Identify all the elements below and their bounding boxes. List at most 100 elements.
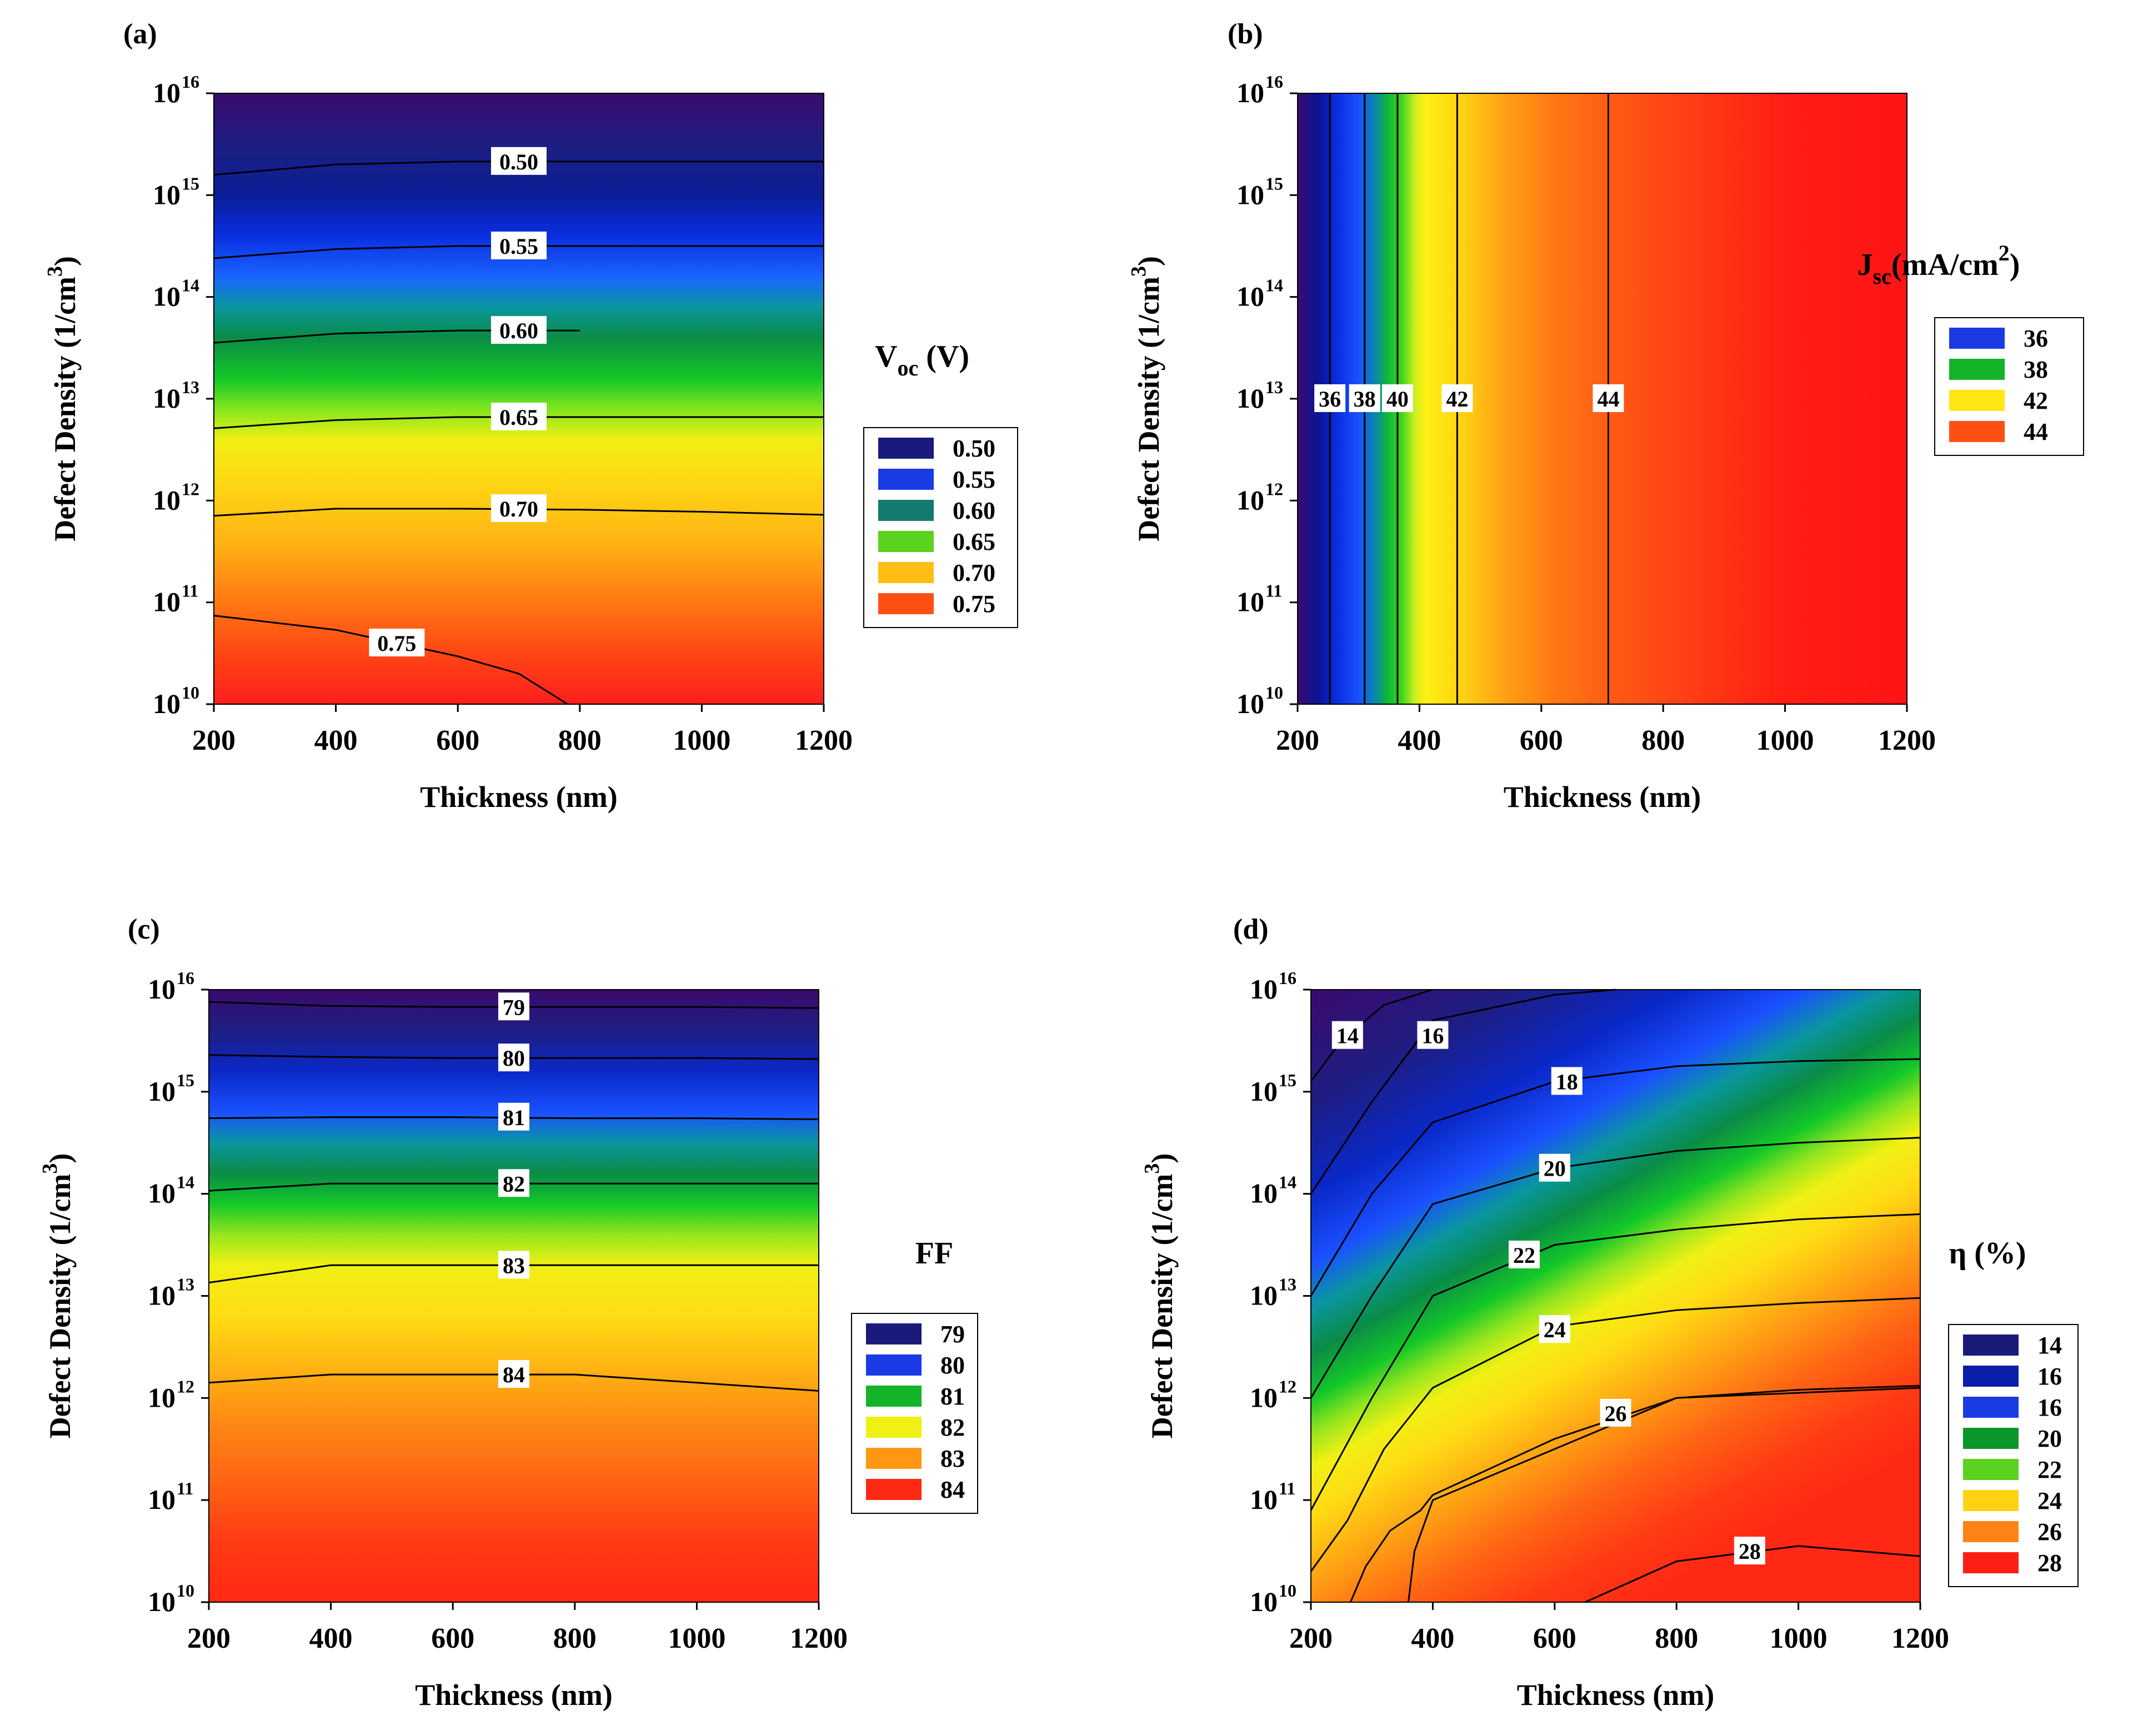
y-tick-exponent: 10 <box>177 1581 194 1600</box>
contour-label: 0.60 <box>499 318 538 343</box>
y-tick-exponent: 13 <box>177 1275 194 1295</box>
contour-label-box <box>1539 1153 1570 1182</box>
y-tick-label: 10 <box>1250 1076 1278 1107</box>
contour-label-box <box>1600 1398 1631 1427</box>
contour-line-24 <box>1310 1297 1921 1572</box>
y-axis-label: Defect Density (1/cm3) <box>1127 256 1165 541</box>
legend-label: 16 <box>2037 1394 2062 1421</box>
y-tick-label: 10 <box>1250 1280 1278 1311</box>
contour-line-16 <box>1310 989 1616 1195</box>
y-tick-exponent: 13 <box>1279 1275 1296 1295</box>
contour-label: 26 <box>1605 1401 1627 1426</box>
contour-line-22 <box>1310 1213 1921 1511</box>
contour-label: 80 <box>503 1046 525 1071</box>
legend-swatch <box>866 1448 922 1469</box>
y-tick-label: 10 <box>1236 688 1264 719</box>
y-tick-label: 10 <box>1236 281 1264 312</box>
y-tick-exponent: 11 <box>177 1478 193 1498</box>
x-tick-label: 800 <box>1655 1623 1698 1654</box>
y-tick-label: 10 <box>148 974 176 1005</box>
contour-label: 14 <box>1336 1023 1359 1048</box>
panel-b: 36 38 40 42 44 200 400 600 800 1000 1200 Thickness … <box>1127 18 2084 814</box>
x-axis-label: Thickness (nm) <box>415 1678 613 1712</box>
legend-label: 0.60 <box>953 497 995 524</box>
legend: 14 16 16 20 22 24 26 28 <box>1948 1324 2079 1587</box>
legend-swatch <box>878 500 934 521</box>
contour-label-box <box>491 147 547 175</box>
contour-label-box <box>498 1360 529 1388</box>
y-tick-label: 10 <box>1250 974 1278 1005</box>
contour-label: 18 <box>1556 1069 1578 1094</box>
x-tick-label: 600 <box>1533 1623 1576 1654</box>
y-tick-exponent: 14 <box>182 275 199 295</box>
contour-label-box <box>498 1169 529 1197</box>
y-tick-label: 10 <box>153 383 181 414</box>
legend-label: 16 <box>2037 1363 2062 1390</box>
legend-swatch <box>878 438 934 459</box>
contour-label-box <box>369 629 425 656</box>
y-tick-label: 10 <box>1236 77 1264 108</box>
panel-c: 79 80 81 82 83 84 200 400 600 800 1000 1200 Thicknes… <box>38 914 978 1712</box>
x-axis: 200 400 600 800 1000 1200 Thickness (nm) <box>1276 704 1936 814</box>
y-axis-label: Defect Density (1/cm3) <box>43 256 82 541</box>
y-tick-exponent: 14 <box>1265 275 1283 295</box>
x-axis: 200 400 600 800 1000 1200 Thickness (nm) <box>187 1602 848 1712</box>
y-tick-label: 10 <box>1236 586 1264 618</box>
y-tick-exponent: 12 <box>177 1376 194 1396</box>
y-tick-exponent: 16 <box>177 968 194 988</box>
y-tick-exponent: 16 <box>1265 72 1283 92</box>
colorbar-title: FF <box>915 1236 953 1271</box>
x-tick-label: 1200 <box>1878 725 1936 756</box>
y-tick-label: 10 <box>153 77 181 108</box>
legend: 79 80 81 82 83 84 <box>851 1313 978 1514</box>
contour-label-box <box>498 1043 529 1072</box>
contour-label: 16 <box>1421 1023 1444 1048</box>
contour-label: 79 <box>503 995 525 1020</box>
colorbar-title: Voc (V) <box>875 339 969 380</box>
legend-swatch <box>1963 1552 2019 1573</box>
x-tick-label: 800 <box>1641 725 1685 756</box>
contour-label: 38 <box>1354 387 1376 412</box>
contour-line-0.75 <box>213 615 568 705</box>
x-tick-label: 200 <box>1289 1623 1333 1654</box>
colorbar-title: Jsc(mA/cm2) <box>1857 240 2020 289</box>
contour-label: 81 <box>503 1105 525 1130</box>
contour-labels: 14 16 18 20 22 24 26 28 <box>1331 1021 1765 1565</box>
x-tick-label: 200 <box>1276 725 1319 756</box>
contour-label: 44 <box>1597 387 1619 412</box>
y-tick-exponent: 16 <box>182 72 199 92</box>
y-axis-label: Defect Density (1/cm3) <box>1140 1153 1179 1439</box>
contour-label: 42 <box>1446 387 1468 412</box>
legend-swatch <box>878 469 934 490</box>
contour-label-box <box>1551 1067 1583 1095</box>
legend-swatch <box>866 1354 922 1376</box>
legend-swatch <box>1963 1521 2019 1542</box>
contour-label-box <box>491 494 547 522</box>
legend-label: 84 <box>940 1476 965 1503</box>
legend-label: 14 <box>2037 1332 2062 1359</box>
x-tick-label: 1000 <box>673 725 730 756</box>
x-tick-label: 600 <box>436 725 479 756</box>
contour-label-box <box>498 992 529 1021</box>
contour-label: 36 <box>1319 387 1341 412</box>
y-tick-exponent: 12 <box>1279 1376 1296 1396</box>
y-tick-exponent: 15 <box>182 173 199 193</box>
contour-label-box <box>1593 384 1624 412</box>
y-tick-exponent: 16 <box>1279 968 1296 988</box>
legend-swatch <box>1963 1490 2019 1511</box>
legend-label: 80 <box>940 1352 965 1379</box>
contour-label: 0.55 <box>499 234 538 259</box>
legend-label: 26 <box>2037 1518 2062 1546</box>
y-tick-label: 10 <box>148 1178 176 1209</box>
y-tick-exponent: 13 <box>182 377 199 397</box>
legend-swatch <box>878 593 934 614</box>
legend-swatch <box>1963 1366 2019 1387</box>
legend-label: 0.50 <box>953 435 995 462</box>
x-axis-label: Thickness (nm) <box>1517 1678 1715 1712</box>
contour-label: 0.50 <box>499 149 538 174</box>
contour-label-box <box>1381 384 1413 412</box>
legend-label: 0.55 <box>953 466 995 493</box>
legend-swatch <box>1949 359 2005 380</box>
y-tick-exponent: 15 <box>1279 1070 1296 1090</box>
